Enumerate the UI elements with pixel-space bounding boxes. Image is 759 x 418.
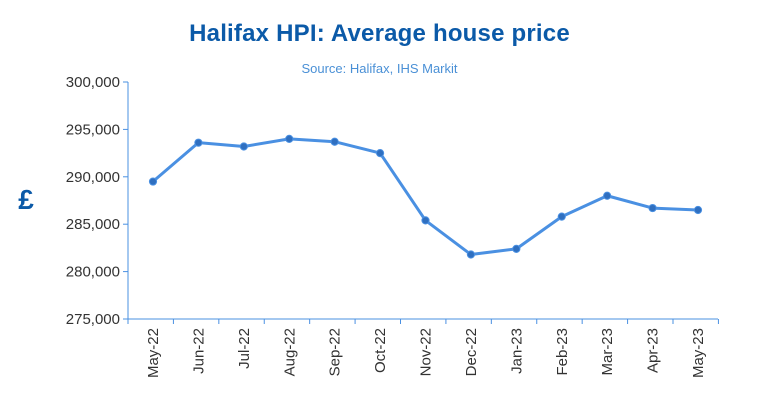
data-point-marker xyxy=(466,250,476,259)
x-tick-label: Feb-23 xyxy=(554,328,571,376)
x-tick-label: Jan-23 xyxy=(508,328,525,374)
x-tick-label: Jul-22 xyxy=(236,328,253,369)
series-markers xyxy=(148,134,703,259)
data-point-marker xyxy=(285,134,294,143)
series-line xyxy=(152,137,699,257)
data-point-marker xyxy=(330,137,339,146)
y-tick-label: 290,000 xyxy=(66,169,120,186)
data-point-marker xyxy=(693,205,703,215)
data-point-marker xyxy=(239,142,248,151)
x-tick-label: Sep-22 xyxy=(327,328,344,376)
x-tick-label: May-22 xyxy=(145,328,162,378)
y-tick-label: 280,000 xyxy=(66,264,120,281)
data-point-marker xyxy=(148,177,158,186)
y-tick-label: 285,000 xyxy=(66,216,120,233)
data-point-marker xyxy=(648,203,657,213)
x-tick-label: Apr-23 xyxy=(645,328,662,373)
x-tick-label: Nov-22 xyxy=(418,328,435,376)
x-tick-label: Oct-22 xyxy=(372,328,389,373)
x-ticks: May-22 Jun-22 Jul-22 Aug-22 Sep-22 Oct-22 Nov-… xyxy=(127,319,719,378)
data-point-marker xyxy=(421,216,430,225)
chart-subtitle: Source: Halifax, IHS Markit xyxy=(301,61,458,76)
x-tick-label: Dec-22 xyxy=(463,328,480,376)
data-point-marker xyxy=(557,212,566,221)
y-axis-label: £ xyxy=(18,184,34,215)
x-tick-label: Aug-22 xyxy=(281,328,298,376)
x-tick-label: Mar-23 xyxy=(599,328,616,376)
x-tick-label: Jun-22 xyxy=(190,328,207,374)
data-point-marker xyxy=(375,149,385,158)
y-ticks: 275,000 280,000 285,000 290,000 295,000 300,0… xyxy=(66,74,128,328)
data-point-marker xyxy=(603,191,612,200)
data-point-marker xyxy=(512,244,521,253)
y-tick-label: 300,000 xyxy=(66,74,120,91)
y-tick-label: 275,000 xyxy=(66,311,120,328)
data-point-marker xyxy=(194,138,203,147)
x-tick-label: May-23 xyxy=(690,328,707,378)
chart-title: Halifax HPI: Average house price xyxy=(189,20,570,47)
y-tick-label: 295,000 xyxy=(66,121,120,138)
